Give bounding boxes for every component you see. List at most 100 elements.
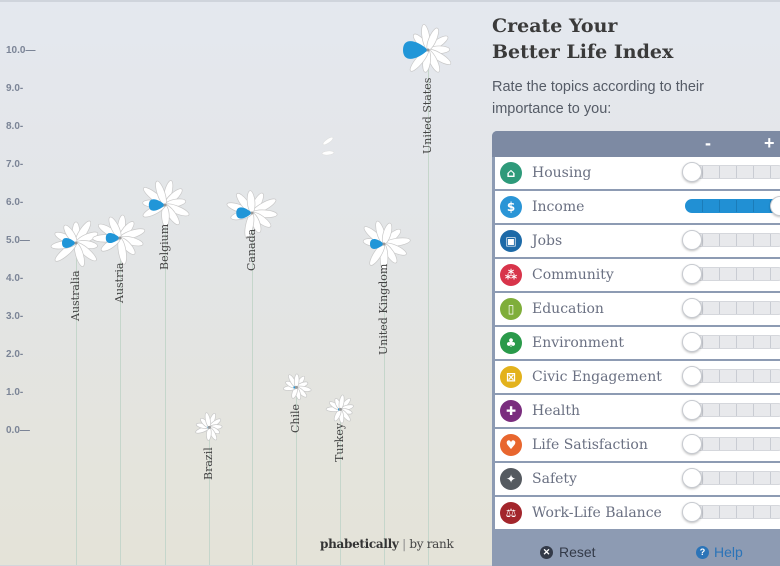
- topic-row-safety: ✦ Safety: [495, 463, 780, 495]
- better-life-flower-chart: 10.0— 9.0- 8.0- 7.0- 6.0- 5.0— 4.0- 3.0- 2.0- 1.0…: [0, 2, 495, 566]
- stray-petals: [321, 136, 335, 156]
- index-panel: Create Your Better Life Index Rate the t…: [490, 2, 780, 566]
- importance-slider[interactable]: [685, 196, 780, 216]
- topic-label: Safety: [532, 471, 577, 487]
- slider-knob[interactable]: [682, 502, 702, 522]
- y-tick-label: 10.0—: [6, 45, 36, 56]
- country-label[interactable]: Chile: [289, 403, 302, 433]
- importance-slider[interactable]: [682, 332, 780, 352]
- reset-button[interactable]: ✕ Reset: [540, 544, 596, 560]
- slider-knob[interactable]: [770, 196, 780, 216]
- briefcase-icon: ▣: [500, 230, 522, 252]
- y-tick-label: 9.0-: [6, 83, 24, 94]
- rating-header: - +: [492, 131, 780, 157]
- money-icon: $: [500, 196, 522, 218]
- country-flower[interactable]: [72, 205, 168, 271]
- country-label[interactable]: Canada: [245, 228, 258, 272]
- slider-knob[interactable]: [682, 366, 702, 386]
- increase-all-button[interactable]: +: [764, 133, 775, 153]
- country-flower[interactable]: [174, 407, 245, 448]
- topic-label: Housing: [532, 165, 592, 181]
- topic-row-income: $ Income: [495, 191, 780, 223]
- country-flower[interactable]: [117, 172, 213, 238]
- country-label[interactable]: Australia: [69, 270, 82, 321]
- importance-slider[interactable]: [682, 434, 780, 454]
- country-flower[interactable]: [380, 17, 476, 83]
- country-flower[interactable]: [305, 389, 376, 430]
- panel-footer: ✕ Reset ? Help: [492, 536, 780, 566]
- slider-knob[interactable]: [682, 400, 702, 420]
- country-label[interactable]: Austria: [113, 262, 126, 303]
- sort-by-rank-link[interactable]: by rank: [409, 537, 454, 551]
- topic-label: Income: [532, 199, 585, 215]
- country-flower[interactable]: [261, 367, 332, 408]
- rating-box: - + ⌂ Housing $ Income ▣ Jobs ⁂ Community ▯ Educa…: [492, 131, 780, 566]
- slider-knob[interactable]: [682, 298, 702, 318]
- panel-title: Create Your Better Life Index: [492, 13, 673, 65]
- title-line-1: Create Your: [492, 15, 618, 37]
- topic-row-civic-engagement: ⊠ Civic Engagement: [495, 361, 780, 393]
- ballot-icon: ⊠: [500, 366, 522, 388]
- importance-slider[interactable]: [682, 162, 780, 182]
- country-label[interactable]: Turkey: [333, 422, 346, 462]
- help-label: Help: [714, 544, 743, 560]
- topic-row-housing: ⌂ Housing: [495, 157, 780, 189]
- flower-stem: [340, 409, 341, 566]
- y-tick-label: 0.0—: [6, 425, 30, 436]
- topic-row-environment: ♣ Environment: [495, 327, 780, 359]
- book-icon: ▯: [500, 298, 522, 320]
- sort-alphabetically-link[interactable]: phabetically: [320, 537, 399, 551]
- topic-list: ⌂ Housing $ Income ▣ Jobs ⁂ Community ▯ Education…: [495, 157, 780, 531]
- flower-stem: [165, 205, 166, 566]
- cross-icon: ✚: [500, 400, 522, 422]
- flower-stem: [252, 213, 253, 566]
- country-flower[interactable]: [336, 211, 432, 277]
- topic-row-education: ▯ Education: [495, 293, 780, 325]
- flower-stem: [428, 50, 429, 566]
- importance-slider[interactable]: [682, 502, 780, 522]
- slider-knob[interactable]: [682, 230, 702, 250]
- slider-knob[interactable]: [682, 434, 702, 454]
- country-label[interactable]: United States: [421, 77, 434, 155]
- importance-slider[interactable]: [682, 298, 780, 318]
- flower-stem: [76, 243, 77, 566]
- slider-knob[interactable]: [682, 162, 702, 182]
- flower-stem: [384, 244, 385, 566]
- flower-stem: [120, 238, 121, 566]
- country-label[interactable]: Belgium: [158, 223, 171, 270]
- topic-label: Health: [532, 403, 580, 419]
- country-label[interactable]: Brazil: [202, 446, 215, 480]
- runner-icon: ✦: [500, 468, 522, 490]
- topic-label: Life Satisfaction: [532, 437, 648, 453]
- y-tick-label: 3.0-: [6, 311, 24, 322]
- house-icon: ⌂: [500, 162, 522, 184]
- importance-slider[interactable]: [682, 230, 780, 250]
- topic-row-work-life-balance: ⚖ Work-Life Balance: [495, 497, 780, 529]
- sort-separator: |: [402, 537, 406, 551]
- title-line-2: Better Life Index: [492, 41, 674, 63]
- topic-label: Jobs: [532, 233, 563, 249]
- country-flower[interactable]: [204, 180, 300, 246]
- importance-slider[interactable]: [682, 400, 780, 420]
- question-circle-icon: ?: [696, 545, 709, 559]
- importance-slider[interactable]: [682, 366, 780, 386]
- help-button[interactable]: ? Help: [696, 544, 743, 560]
- panel-subtitle: Rate the topics according to their impor…: [492, 76, 704, 120]
- reset-label: Reset: [559, 544, 596, 560]
- heart-icon: ♥: [500, 434, 522, 456]
- y-tick-label: 5.0—: [6, 235, 30, 246]
- country-label[interactable]: United Kingdom: [377, 263, 390, 355]
- tree-icon: ♣: [500, 332, 522, 354]
- decrease-all-button[interactable]: -: [705, 133, 711, 153]
- importance-slider[interactable]: [682, 468, 780, 488]
- slider-knob[interactable]: [682, 264, 702, 284]
- close-circle-icon: ✕: [540, 545, 553, 559]
- subtitle-line-1: Rate the topics according to their: [492, 79, 704, 95]
- flower-stem: [209, 427, 210, 566]
- country-flower[interactable]: [28, 210, 124, 276]
- slider-knob[interactable]: [682, 332, 702, 352]
- topic-label: Civic Engagement: [532, 369, 662, 385]
- importance-slider[interactable]: [682, 264, 780, 284]
- y-tick-label: 8.0-: [6, 121, 24, 132]
- slider-knob[interactable]: [682, 468, 702, 488]
